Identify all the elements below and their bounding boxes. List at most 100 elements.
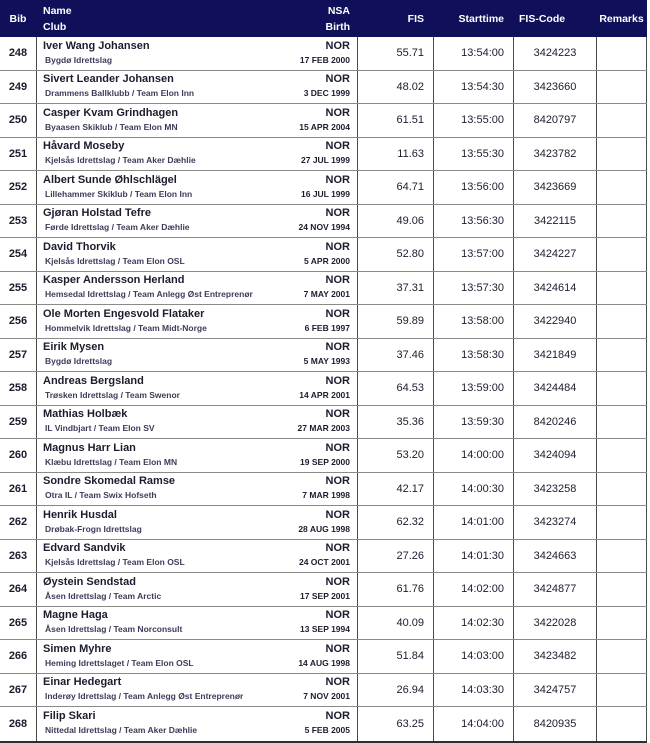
- nsa-code: NOR: [325, 240, 350, 253]
- athlete-name: Kasper Andersson Herland: [43, 274, 185, 287]
- club-birth-line: Otra IL / Team Swix Hofseth 7 MAR 1998: [37, 490, 357, 503]
- table-row: 252 Albert Sunde Øhlschlägel NOR Lilleha…: [0, 171, 647, 205]
- bib-cell: 251: [0, 138, 36, 171]
- name-club-cell: Gjøran Holstad Tefre NOR Førde Idrettsla…: [36, 204, 357, 237]
- nsa-code: NOR: [325, 274, 350, 287]
- header-fis-code-label: FIS-Code: [519, 12, 566, 25]
- remarks-cell: [596, 405, 647, 438]
- birth-date: 24 NOV 1994: [298, 222, 350, 233]
- club-name: Hemsedal Idrettslag / Team Anlegg Øst En…: [45, 289, 253, 300]
- starttime-cell: 14:03:00: [433, 640, 513, 673]
- club-birth-line: Åsen Idrettslag / Team Norconsult 13 SEP…: [37, 624, 357, 637]
- bib-number: 252: [8, 181, 28, 194]
- birth-date: 19 SEP 2000: [300, 456, 350, 467]
- starttime-cell: 14:01:30: [433, 539, 513, 572]
- fis-points-cell: 63.25: [357, 707, 433, 741]
- starttime-cell: 14:02:00: [433, 573, 513, 606]
- club-name: Åsen Idrettslag / Team Arctic: [45, 590, 162, 601]
- bib-cell: 259: [0, 406, 36, 439]
- bib-cell: 256: [0, 305, 36, 338]
- birth-date: 28 AUG 1998: [298, 523, 350, 534]
- header-fis: FIS: [357, 0, 433, 37]
- starttime-cell: 13:57:30: [433, 271, 513, 304]
- club-name: Bygdø Idrettslag: [45, 54, 113, 65]
- athlete-name: Sivert Leander Johansen: [43, 73, 174, 86]
- remarks-cell: [596, 37, 647, 70]
- nsa-code: NOR: [325, 508, 350, 521]
- bib-cell: 266: [0, 640, 36, 673]
- starttime-cell: 13:55:30: [433, 137, 513, 170]
- athlete-name: Sondre Skomedal Ramse: [43, 475, 176, 488]
- bib-number: 265: [8, 616, 28, 629]
- bib-number: 260: [8, 449, 28, 462]
- bib-number: 258: [8, 382, 28, 395]
- table-row: 256 Ole Morten Engesvold Flataker NOR Ho…: [0, 305, 647, 339]
- bib-cell: 248: [0, 37, 36, 70]
- header-bib-label: Bib: [9, 12, 27, 25]
- name-club-cell: Albert Sunde Øhlschlägel NOR Lillehammer…: [36, 171, 357, 204]
- name-nsa-line: Andreas Bergsland NOR: [37, 375, 357, 390]
- bib-number: 259: [8, 415, 28, 428]
- club-birth-line: Nittedal Idrettslag / Team Aker Dæhlie 5…: [37, 725, 357, 738]
- nsa-code: NOR: [325, 39, 350, 52]
- nsa-code: NOR: [325, 207, 350, 220]
- table-row: 257 Eirik Mysen NOR Bygdø Idrettslag 5 M…: [0, 338, 647, 372]
- birth-date: 7 MAR 1998: [302, 490, 350, 501]
- fis-code-cell: 3423660: [513, 70, 596, 103]
- name-club-cell: Sondre Skomedal Ramse NOR Otra IL / Team…: [36, 472, 357, 505]
- remarks-cell: [596, 104, 647, 137]
- name-nsa-line: Simen Myhre NOR: [37, 643, 357, 658]
- remarks-cell: [596, 539, 647, 572]
- header-name-label: Name: [43, 4, 72, 17]
- name-club-cell: Edvard Sandvik NOR Kjelsås Idrettslag / …: [36, 539, 357, 572]
- birth-date: 16 JUL 1999: [301, 188, 350, 199]
- bib-cell: 258: [0, 372, 36, 405]
- fis-code-cell: 8420797: [513, 104, 596, 137]
- remarks-cell: [596, 606, 647, 639]
- table-row: 251 Håvard Moseby NOR Kjelsås Idrettslag…: [0, 137, 647, 171]
- nsa-code: NOR: [325, 408, 350, 421]
- fis-points-cell: 40.09: [357, 606, 433, 639]
- bib-number: 268: [8, 717, 28, 730]
- fis-points-cell: 64.53: [357, 372, 433, 405]
- birth-date: 13 SEP 1994: [300, 624, 350, 635]
- fis-code-cell: 3424663: [513, 539, 596, 572]
- remarks-cell: [596, 640, 647, 673]
- birth-date: 6 FEB 1997: [304, 322, 350, 333]
- athlete-name: Andreas Bergsland: [43, 374, 144, 387]
- bib-cell: 264: [0, 573, 36, 606]
- club-name: Drøbak-Frogn Idrettslag: [45, 523, 142, 534]
- table-row: 259 Mathias Holbæk NOR IL Vindbjart / Te…: [0, 405, 647, 439]
- athlete-name: Eirik Mysen: [43, 341, 105, 354]
- fis-code-cell: 8420935: [513, 707, 596, 741]
- birth-date: 17 SEP 2001: [300, 590, 350, 601]
- table-row: 248 Iver Wang Johansen NOR Bygdø Idretts…: [0, 37, 647, 71]
- name-nsa-line: David Thorvik NOR: [37, 241, 357, 256]
- starttime-cell: 13:56:00: [433, 171, 513, 204]
- club-birth-line: Kjelsås Idrettslag / Team Aker Dæhlie 27…: [37, 155, 357, 168]
- remarks-cell: [596, 238, 647, 271]
- name-club-cell: Filip Skari NOR Nittedal Idrettslag / Te…: [36, 707, 357, 741]
- bib-cell: 265: [0, 607, 36, 640]
- name-club-cell: Magne Haga NOR Åsen Idrettslag / Team No…: [36, 606, 357, 639]
- club-name: Heming Idrettslaget / Team Elon OSL: [45, 657, 194, 668]
- athlete-name: Magnus Harr Lian: [43, 441, 136, 454]
- name-nsa-line: Henrik Husdal NOR: [37, 509, 357, 524]
- club-name: Otra IL / Team Swix Hofseth: [45, 490, 157, 501]
- bib-number: 264: [8, 583, 28, 596]
- club-birth-line: Trøsken Idrettslag / Team Swenor 14 APR …: [37, 390, 357, 403]
- starttime-cell: 13:57:00: [433, 238, 513, 271]
- bib-number: 267: [8, 683, 28, 696]
- club-birth-line: Drammens Ballklubb / Team Elon Inn 3 DEC…: [37, 88, 357, 101]
- club-name: Byaasen Skiklub / Team Elon MN: [45, 121, 178, 132]
- bib-number: 255: [8, 281, 28, 294]
- table-row: 265 Magne Haga NOR Åsen Idrettslag / Tea…: [0, 606, 647, 640]
- nsa-code: NOR: [325, 73, 350, 86]
- club-name: Kjelsås Idrettslag / Team Elon OSL: [45, 255, 185, 266]
- fis-code-cell: 3422028: [513, 606, 596, 639]
- club-name: Drammens Ballklubb / Team Elon Inn: [45, 88, 195, 99]
- birth-date: 5 FEB 2005: [304, 725, 350, 736]
- name-nsa-line: Mathias Holbæk NOR: [37, 408, 357, 423]
- club-name: IL Vindbjart / Team Elon SV: [45, 423, 155, 434]
- bib-cell: 250: [0, 104, 36, 137]
